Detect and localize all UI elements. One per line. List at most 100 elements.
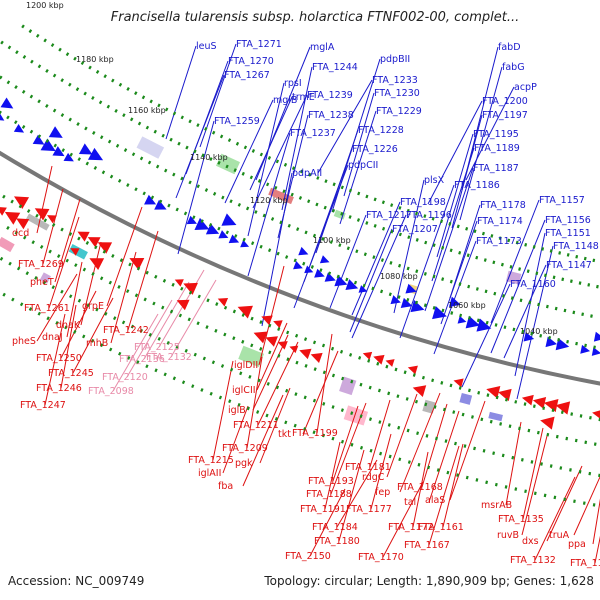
track-tick xyxy=(282,189,286,194)
track-tick xyxy=(348,215,352,219)
track-tick xyxy=(35,33,40,38)
track-tick xyxy=(339,349,344,354)
forward-gene-arrow xyxy=(52,146,65,157)
track-tick xyxy=(211,360,216,365)
track-tick xyxy=(286,330,290,335)
track-tick xyxy=(458,282,462,286)
track-tick xyxy=(259,152,264,157)
track-tick xyxy=(259,320,263,325)
track-tick xyxy=(241,313,245,317)
reverse-gene-label-connector xyxy=(369,399,391,468)
track-tick xyxy=(214,328,218,333)
track-tick xyxy=(560,410,564,414)
track-tick xyxy=(322,370,326,375)
track-tick xyxy=(285,255,289,259)
rna-gene-label: FTA_2136 xyxy=(119,354,165,365)
track-tick xyxy=(483,258,487,262)
track-tick xyxy=(265,413,269,418)
reverse-gene-label: FTA_1135 xyxy=(498,514,544,525)
reverse-gene-label-connector xyxy=(80,241,102,326)
forward-gene-label-connector xyxy=(490,219,546,354)
track-tick xyxy=(583,256,587,261)
tick-layer: 1200 kbp 1180 kbp 1160 kbp 1140 kbp 1120 kbp… xyxy=(0,1,600,507)
track-tick xyxy=(295,360,299,365)
track-tick xyxy=(365,221,369,225)
track-tick xyxy=(578,470,582,474)
track-tick xyxy=(349,353,353,357)
forward-gene-label-connector xyxy=(424,167,474,312)
track-tick xyxy=(331,405,335,409)
track-tick xyxy=(456,473,460,477)
track-tick xyxy=(256,410,260,414)
forward-gene-arrow xyxy=(0,97,14,109)
reverse-gene-label: tkt xyxy=(278,429,291,440)
track-tick xyxy=(475,287,479,291)
track-tick xyxy=(316,176,320,180)
track-tick xyxy=(350,379,354,384)
forward-gene-label: FTA_1244 xyxy=(312,62,358,73)
forward-gene-label: FTA_1160 xyxy=(510,279,556,290)
track-tick xyxy=(164,168,168,173)
track-tick xyxy=(77,157,81,162)
scale-tick-label: 1120 kbp xyxy=(250,196,288,205)
track-tick xyxy=(581,312,585,317)
reverse-gene-label-connector xyxy=(48,216,80,309)
rna-gene-label-connector xyxy=(158,269,205,348)
track-tick xyxy=(530,331,534,336)
track-tick xyxy=(152,301,156,306)
track-tick xyxy=(530,460,534,464)
rna-gene-label-connector xyxy=(170,279,217,358)
track-tick xyxy=(427,465,431,470)
track-tick xyxy=(563,308,567,313)
track-tick xyxy=(388,292,392,297)
track-tick xyxy=(217,160,221,165)
track-tick xyxy=(239,371,243,376)
reverse-gene-label: fba xyxy=(218,481,233,492)
track-tick xyxy=(128,262,132,267)
track-tick xyxy=(294,392,298,396)
track-tick xyxy=(356,218,361,222)
track-tick xyxy=(166,340,170,345)
forward-gene-label: pdpAII xyxy=(292,168,322,179)
track-tick xyxy=(209,157,213,161)
track-tick xyxy=(389,261,393,265)
track-tick xyxy=(340,185,344,190)
track-tick xyxy=(357,191,361,196)
track-tick xyxy=(363,252,367,257)
track-tick xyxy=(154,274,158,279)
track-tick xyxy=(257,179,262,183)
track-tick xyxy=(480,417,484,422)
reverse-gene-arrow xyxy=(34,208,50,221)
track-tick xyxy=(68,232,73,236)
reverse-gene-label: ppa xyxy=(568,539,586,550)
reverse-gene-arrow xyxy=(453,378,464,388)
track-tick xyxy=(321,433,326,438)
reverse-gene-label-connector xyxy=(252,334,289,411)
track-tick xyxy=(549,249,553,253)
track-tick xyxy=(312,430,316,435)
reverse-gene-label-connector xyxy=(330,402,367,495)
track-tick xyxy=(532,245,536,249)
track-tick xyxy=(569,468,572,472)
track-tick xyxy=(302,261,306,266)
track-tick xyxy=(407,235,411,240)
track-tick xyxy=(380,289,384,294)
track-tick xyxy=(167,203,171,208)
track-tick xyxy=(456,224,460,229)
track-tick xyxy=(204,127,208,131)
track-tick xyxy=(546,432,550,437)
reverse-gene-label-connector xyxy=(505,421,522,506)
forward-gene-arrow xyxy=(154,199,167,210)
track-tick xyxy=(524,489,527,494)
forward-gene-label: trmE xyxy=(292,92,315,103)
track-tick xyxy=(493,291,497,296)
track-tick xyxy=(69,152,73,157)
track-tick xyxy=(504,485,508,489)
track-tick xyxy=(108,347,113,352)
track-tick xyxy=(93,166,98,170)
track-tick xyxy=(406,266,410,271)
track-tick xyxy=(293,423,297,428)
track-tick xyxy=(405,397,409,401)
track-tick xyxy=(486,393,490,397)
scale-tick-label: 1200 kbp xyxy=(26,1,64,10)
